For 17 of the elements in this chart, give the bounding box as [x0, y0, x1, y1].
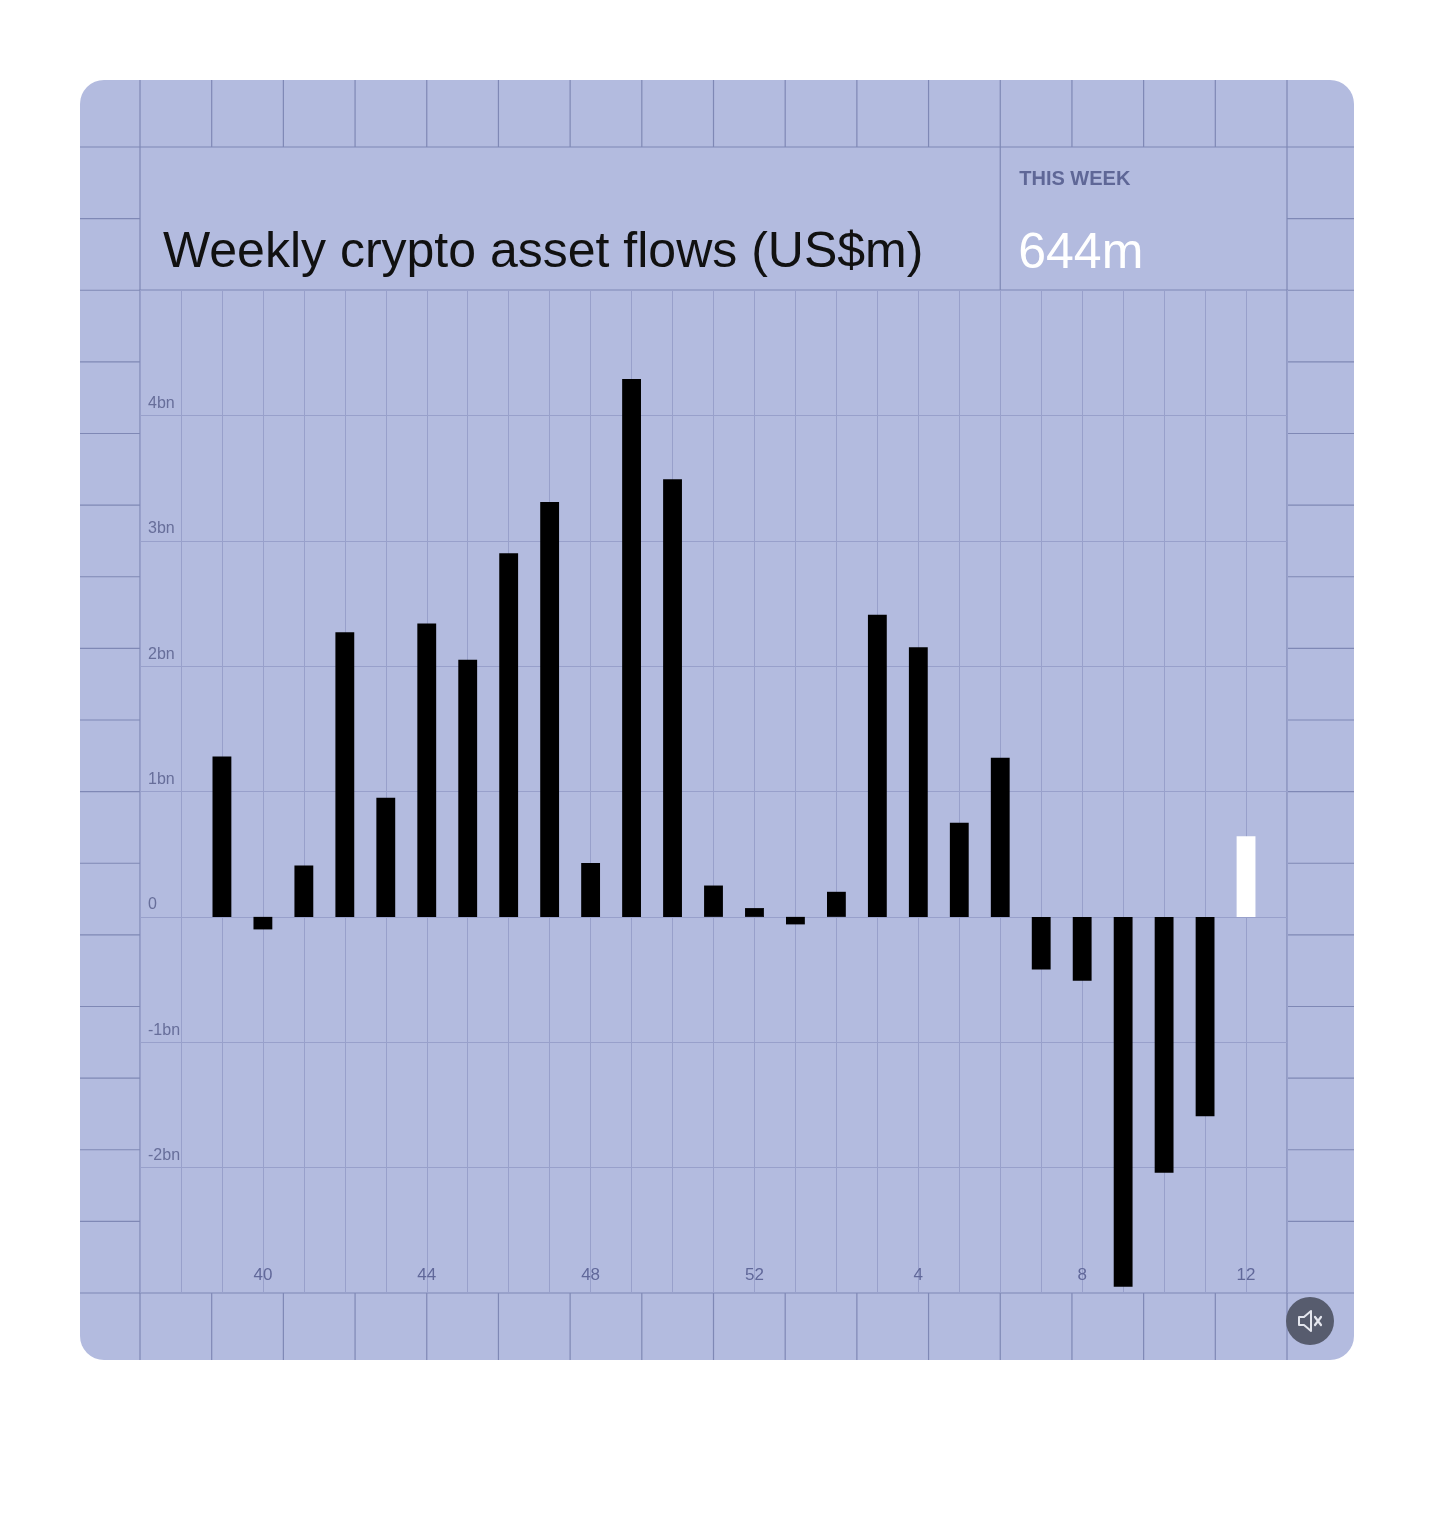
x-tick-label: 12 — [1236, 1265, 1256, 1284]
x-tick-label: 52 — [745, 1265, 764, 1284]
x-tick-label: 8 — [1077, 1265, 1087, 1284]
x-tick-label: 40 — [253, 1265, 273, 1284]
y-tick-label: 4bn — [148, 393, 175, 411]
y-tick-label: 2bn — [148, 644, 175, 662]
y-tick-label: 3bn — [148, 519, 175, 537]
y-tick-label: -2bn — [148, 1146, 181, 1164]
chart-title: Weekly crypto asset flows (US$m) — [163, 222, 924, 278]
text: THIS WEEK — [1019, 167, 1131, 189]
y-tick-label: 0 — [148, 895, 157, 913]
x-tick-label: 44 — [417, 1265, 437, 1284]
y-tick-label: -1bn — [148, 1020, 181, 1038]
x-tick-label: 4 — [913, 1265, 924, 1284]
text: 644m — [1018, 223, 1144, 279]
y-tick-label: 1bn — [148, 770, 175, 787]
x-tick-label: 48 — [581, 1265, 601, 1284]
